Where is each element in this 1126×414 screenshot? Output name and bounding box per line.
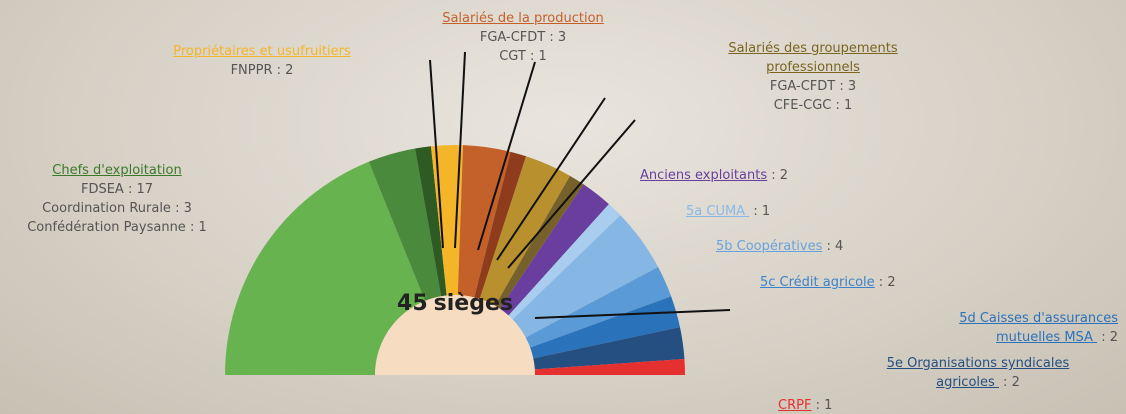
- separator: :: [124, 182, 137, 197]
- group-label[interactable]: Chefs d'exploitation: [52, 163, 181, 178]
- group-heading: 5e Organisations syndicales agricoles : …: [858, 354, 1098, 392]
- seat-count: 1: [539, 49, 547, 64]
- seat-count: 2: [780, 168, 788, 183]
- seat-count: 17: [136, 182, 153, 197]
- group-heading: 5a CUMA : 1: [686, 202, 770, 221]
- group-label[interactable]: 5d Caisses d'assurances mutuelles MSA: [959, 311, 1118, 345]
- label-group: 5d Caisses d'assurances mutuelles MSA : …: [918, 309, 1118, 347]
- label-group: Salariés des groupements professionnels F…: [713, 39, 913, 115]
- separator: :: [999, 375, 1012, 390]
- member: FGA-CFDT : 3: [713, 77, 913, 96]
- member-name: FGA-CFDT: [770, 79, 835, 94]
- group-heading: Propriétaires et usufruitiers: [142, 42, 382, 61]
- separator: :: [526, 49, 539, 64]
- seat-count: 1: [844, 98, 852, 113]
- member-name: FDSEA: [81, 182, 124, 197]
- separator: :: [822, 239, 835, 254]
- seat-count: 2: [1110, 330, 1118, 345]
- label-group: 5c Crédit agricole : 2: [760, 273, 896, 292]
- group-label[interactable]: Salariés des groupements professionnels: [728, 41, 897, 75]
- member: FDSEA : 17: [0, 180, 234, 199]
- separator: :: [272, 63, 285, 78]
- seat-count: 2: [887, 275, 895, 290]
- page: 45sièges Chefs d'exploitationFDSEA : 17C…: [0, 0, 1126, 414]
- separator: :: [1097, 330, 1110, 345]
- total-text: 45: [397, 291, 428, 316]
- group-heading: CRPF : 1: [778, 396, 832, 414]
- seat-count: 3: [558, 30, 566, 45]
- member: Coordination Rurale : 3: [0, 199, 234, 218]
- group-label[interactable]: 5c Crédit agricole: [760, 275, 875, 290]
- member: Confédération Paysanne : 1: [0, 218, 234, 237]
- member-name: CFE-CGC: [774, 98, 832, 113]
- member-name: Confédération Paysanne: [27, 220, 186, 235]
- group-heading: Chefs d'exploitation: [0, 161, 234, 180]
- label-group: Propriétaires et usufruitiers FNPPR : 2: [142, 42, 382, 80]
- group-heading: Salariés des groupements professionnels: [713, 39, 913, 77]
- member-name: FGA-CFDT: [480, 30, 545, 45]
- seat-count: 1: [762, 204, 770, 219]
- label-group: Anciens exploitants : 2: [640, 166, 788, 185]
- group-label[interactable]: Propriétaires et usufruitiers: [173, 44, 351, 59]
- seat-count: 4: [835, 239, 843, 254]
- group-label[interactable]: 5b Coopératives: [716, 239, 822, 254]
- seat-count: 3: [848, 79, 856, 94]
- seat-count: 2: [1012, 375, 1020, 390]
- separator: :: [831, 98, 844, 113]
- member: CFE-CGC : 1: [713, 96, 913, 115]
- group-heading: 5c Crédit agricole : 2: [760, 273, 896, 292]
- seat-count: 1: [198, 220, 206, 235]
- separator: :: [171, 201, 184, 216]
- group-label[interactable]: CRPF: [778, 398, 811, 413]
- member: FNPPR : 2: [142, 61, 382, 80]
- group-label[interactable]: 5e Organisations syndicales agricoles: [887, 356, 1069, 390]
- label-group: 5a CUMA : 1: [686, 202, 770, 221]
- member: CGT : 1: [413, 47, 633, 66]
- seat-count: 3: [184, 201, 192, 216]
- member-name: FNPPR: [231, 63, 273, 78]
- separator: :: [875, 275, 888, 290]
- seat-count: 2: [285, 63, 293, 78]
- group-heading: 5b Coopératives : 4: [716, 237, 843, 256]
- label-group: CRPF : 1: [778, 396, 832, 414]
- group-label[interactable]: 5a CUMA: [686, 204, 749, 219]
- group-label[interactable]: Salariés de la production: [442, 11, 604, 26]
- group-heading: Salariés de la production: [413, 9, 633, 28]
- separator: :: [545, 30, 558, 45]
- group-heading: 5d Caisses d'assurances mutuelles MSA : …: [918, 309, 1118, 347]
- separator: :: [767, 168, 780, 183]
- group-label[interactable]: Anciens exploitants: [640, 168, 767, 183]
- label-group: 5e Organisations syndicales agricoles : …: [858, 354, 1098, 392]
- label-group: 5b Coopératives : 4: [716, 237, 843, 256]
- seat-count: 1: [824, 398, 832, 413]
- total-text: sièges: [434, 291, 513, 316]
- separator: :: [811, 398, 824, 413]
- separator: :: [186, 220, 199, 235]
- member: FGA-CFDT : 3: [413, 28, 633, 47]
- group-heading: Anciens exploitants : 2: [640, 166, 788, 185]
- member-name: CGT: [499, 49, 526, 64]
- separator: :: [749, 204, 762, 219]
- separator: :: [835, 79, 848, 94]
- member-name: Coordination Rurale: [42, 201, 171, 216]
